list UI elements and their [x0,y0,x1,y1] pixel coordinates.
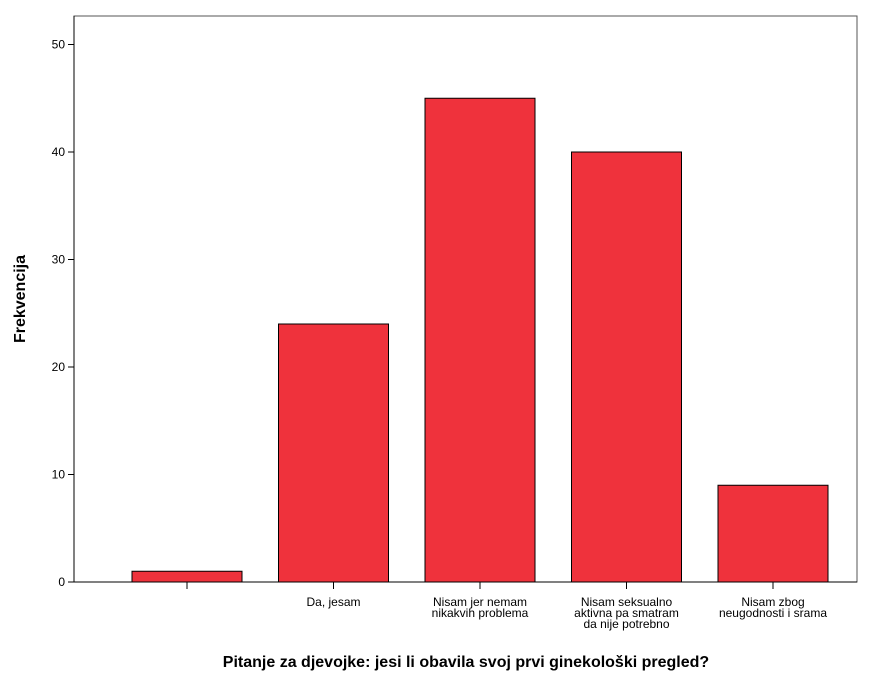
x-tick-label-line: Nisam seksualno [581,595,673,609]
x-tick-label-line: Nisam zbog [741,595,804,609]
y-tick-label: 30 [52,253,66,267]
x-axis-title: Pitanje za djevojke: jesi li obavila svo… [223,654,709,671]
bar [278,323,389,583]
y-tick-label: 40 [52,145,66,159]
y-axis-title: Frekvencija [12,255,29,343]
y-tick-label: 10 [52,468,66,482]
y-tick-label: 50 [52,38,66,52]
x-tick-label-line: Da, jesam [306,595,360,609]
x-tick-label-line: neugodnosti i srama [719,606,827,620]
x-axis: Da, jesam Nisam jer nemam nikakvih problem… [74,581,857,631]
x-tick-label-line: da nije potrebno [583,617,669,631]
y-axis: 0 10 20 30 40 50 [52,16,75,589]
x-tick-label-line: nikakvih problema [432,606,529,620]
bar [717,484,829,583]
x-tick-label: Nisam zbog neugodnosti i srama [719,595,827,620]
bars-group [131,97,829,583]
x-tick-label-line: Nisam jer nemam [433,595,527,609]
bar [571,151,682,583]
x-tick-label-line: aktivna pa smatram [574,606,679,620]
x-tick-label: Nisam seksualno aktivna pa smatram da nije… [574,595,679,631]
bar [131,570,243,583]
bar [424,97,536,583]
x-tick-label: Da, jesam [306,595,360,609]
y-tick-label: 20 [52,360,66,374]
y-tick-label: 0 [58,575,65,589]
x-tick-label: Nisam jer nemam nikakvih problema [432,595,529,620]
